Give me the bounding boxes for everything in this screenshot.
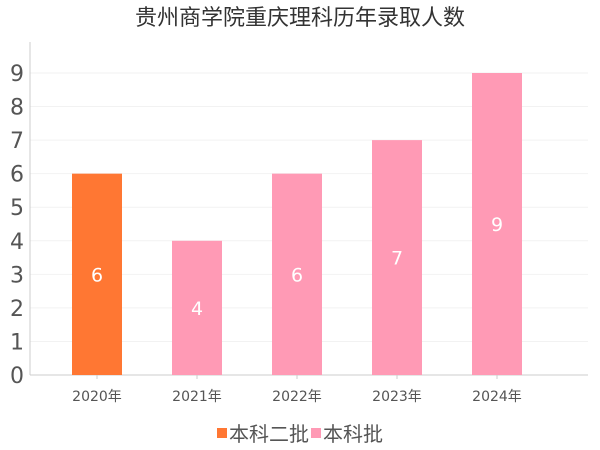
legend-label: 本科批 [323,422,383,446]
y-tick-label: 2 [10,297,24,322]
x-tick-label: 2024年 [472,389,522,405]
x-tick-label: 2021年 [172,389,222,405]
chart-title: 贵州商学院重庆理科历年录取人数 [134,6,465,31]
legend-label: 本科二批 [229,422,309,446]
y-tick-label: 7 [10,129,24,154]
y-tick-label: 6 [10,163,24,188]
x-tick-label: 2023年 [372,389,422,405]
bar-value-label: 6 [291,264,303,286]
bar-3 [272,173,322,375]
y-tick-label: 8 [10,96,24,121]
y-tick-label: 3 [10,263,24,288]
legend-item[interactable]: 本科二批 [217,418,309,447]
y-tick-label: 0 [10,364,24,389]
bar-4 [372,140,422,375]
legend-swatch [217,427,227,438]
legend-item[interactable]: 本科批 [311,418,383,447]
bar-value-label: 6 [91,264,103,286]
y-tick-label: 4 [10,230,24,255]
bar-1 [72,173,122,375]
bar-value-label: 4 [191,298,203,320]
y-tick-label: 9 [10,62,24,87]
x-tick-label: 2020年 [72,389,122,405]
bar-value-label: 7 [391,248,403,270]
bar-5 [472,73,522,375]
bar-value-label: 9 [491,214,503,236]
legend-swatch [311,427,321,438]
legend: 本科二批 本科批 [0,418,600,447]
x-tick-label: 2022年 [272,389,322,405]
bar-2 [172,240,222,375]
y-tick-label: 5 [10,196,24,221]
y-tick-label: 1 [10,330,24,355]
